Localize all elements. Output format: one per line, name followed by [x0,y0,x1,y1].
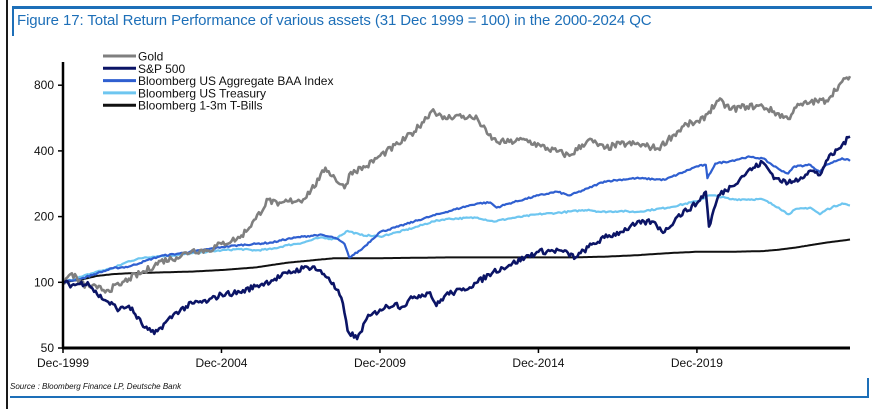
x-tick-label-Dec-2014: Dec-2014 [512,356,564,370]
legend-label-bloomberg-1-3m-t-bills: Bloomberg 1-3m T-Bills [138,99,263,113]
footer-rule [10,396,869,398]
y-tick-label-100: 100 [34,275,54,289]
footer-right-rule [867,378,869,398]
x-tick-label-Dec-2019: Dec-2019 [671,356,723,370]
chart-title: Figure 17: Total Return Performance of v… [17,12,652,29]
source-note: Source : Bloomberg Finance LP, Deutsche … [10,382,182,391]
series-line-bloomberg-1-3m-t-bills [62,238,851,284]
legend-label-gold: Gold [138,50,163,64]
legend-label-bloomberg-us-treasury: Bloomberg US Treasury [138,86,266,100]
x-tick-label-Dec-1999: Dec-1999 [37,356,89,370]
legend-label-s-p-500: S&P 500 [138,62,185,76]
series-line-s-p-500 [62,135,851,341]
y-tick-label-400: 400 [34,144,54,158]
title-left-rule [12,6,14,36]
y-tick-label-50: 50 [41,341,55,355]
x-tick-label-Dec-2004: Dec-2004 [195,356,247,370]
series-layer [62,75,852,341]
y-tick-label-800: 800 [34,78,54,92]
y-tick-label-200: 200 [34,210,54,224]
series-line-gold [62,75,852,294]
legend-label-bloomberg-us-aggregate-baa-index: Bloomberg US Aggregate BAA Index [138,74,333,88]
frame-left-border [6,0,8,409]
x-tick-label-Dec-2009: Dec-2009 [354,356,406,370]
axes-layer: 50 100 200 400 800 Dec-1999 Dec-2004 Dec-2009 De… [34,62,850,370]
title-top-rule [12,6,872,9]
